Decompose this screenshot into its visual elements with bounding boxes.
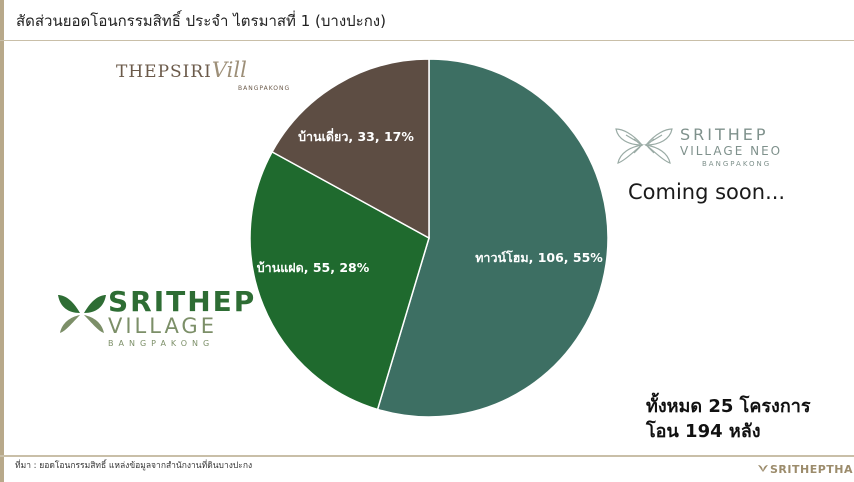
pie-slice-2 — [249, 150, 430, 411]
srithep-village-neo-logo: SRITHEP VILLAGE NEO BANGPAKONG — [614, 115, 814, 175]
leaf-icon — [615, 128, 673, 164]
leaf-icon — [58, 295, 106, 333]
pie-slice-label-3: บ้านเดี่ยว, 33, 17% — [298, 128, 414, 144]
neo-logo-line3: BANGPAKONG — [702, 160, 772, 168]
pie-slice-label-1: ทาวน์โฮม, 106, 55% — [475, 250, 603, 265]
village-logo-line2: VILLAGE — [108, 314, 217, 338]
source-note: ที่มา : ยอดโอนกรรมสิทธิ์ แหล่งข้อมูลจากส… — [15, 461, 253, 471]
pie-slice-label-2: บ้านแฝด, 55, 28% — [257, 260, 370, 275]
neo-logo-line1: SRITHEP — [680, 125, 769, 144]
thepsiri-logo-sub: BANGPAKONG — [238, 85, 291, 92]
thepsiri-logo-main: THEPSIRI — [116, 62, 212, 82]
title-divider — [0, 40, 854, 41]
footer-divider — [0, 455, 854, 457]
srithep-village-logo: SRITHEP VILLAGE BANGPAKONG — [56, 285, 256, 355]
page-title: สัดส่วนยอดโอนกรรมสิทธิ์ ประจำ ไตรมาสที่ … — [16, 12, 386, 30]
coming-soon-text: Coming soon... — [628, 180, 786, 204]
neo-logo-line2: VILLAGE NEO — [680, 144, 783, 158]
thepsiri-logo-script: Vill — [211, 58, 247, 82]
thepsiri-logo: THEPSIRIVill BANGPAKONG — [116, 58, 306, 98]
brand-name: SRITHEPTHAI — [770, 463, 854, 476]
summary-box: ทั้งหมด 25 โครงการ โอน 194 หลัง — [646, 394, 811, 444]
village-logo-line3: BANGPAKONG — [108, 339, 215, 348]
pie-slice-1 — [376, 58, 609, 418]
brand-leaf-icon — [758, 465, 768, 472]
summary-line2: โอน 194 หลัง — [646, 421, 761, 442]
summary-line1: ทั้งหมด 25 โครงการ — [646, 396, 811, 417]
pie-slice-3 — [271, 58, 430, 240]
left-accent-rule — [0, 0, 4, 482]
village-logo-line1: SRITHEP — [108, 285, 257, 318]
